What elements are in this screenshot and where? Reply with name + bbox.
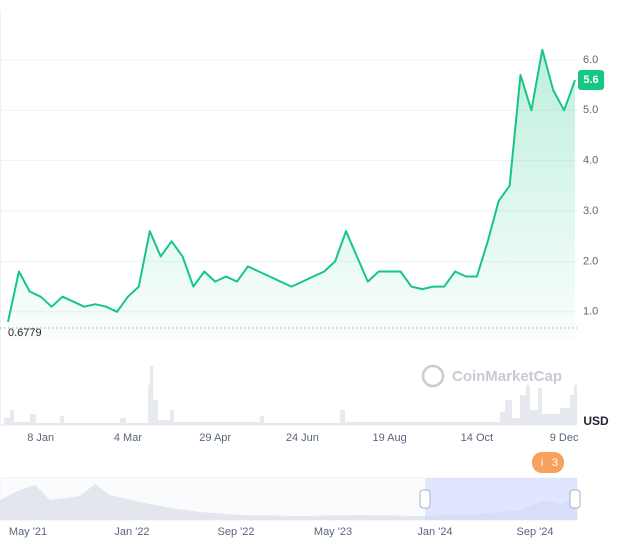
events-badge[interactable] (532, 452, 564, 473)
x-tick-label: 14 Oct (461, 432, 493, 444)
watermark: CoinMarketCap (452, 368, 562, 385)
navigator-label: Sep '24 (517, 526, 554, 538)
events-count: 3 (552, 457, 558, 469)
price-line (7, 48, 576, 323)
y-tick-label: 5.0 (583, 104, 598, 116)
navigator-handle-left[interactable] (419, 489, 431, 509)
y-tick-label: 3.0 (583, 205, 598, 217)
navigator-label: Sep '22 (218, 526, 255, 538)
x-tick-label: 29 Apr (199, 432, 231, 444)
y-tick-label: 4.0 (583, 155, 598, 167)
price-area (8, 49, 575, 341)
x-tick-label: 8 Jan (27, 432, 54, 444)
y-tick-label: 1.0 (583, 306, 598, 318)
navigator-label: Jan '24 (417, 526, 452, 538)
x-tick-label: 24 Jun (286, 432, 319, 444)
y-tick-label: 2.0 (583, 255, 598, 267)
navigator-area (0, 484, 577, 520)
watermark-logo (421, 364, 445, 388)
navigator-label: May '21 (9, 526, 47, 538)
price-badge (578, 70, 604, 91)
currency-label: USD (583, 414, 609, 428)
navigator-handle-right[interactable] (569, 489, 581, 509)
x-tick-label: 9 Dec (550, 432, 579, 444)
price-badge-label: 5.6 (583, 74, 598, 86)
navigator-label: May '23 (314, 526, 352, 538)
navigator-selection[interactable] (425, 478, 577, 520)
y-tick-label: 6.0 (583, 54, 598, 66)
events-icon: i (541, 457, 543, 469)
x-tick-label: 19 Aug (373, 432, 407, 444)
volume-bars (4, 366, 577, 425)
x-tick-label: 4 Mar (114, 432, 142, 444)
navigator-label: Jan '22 (114, 526, 149, 538)
